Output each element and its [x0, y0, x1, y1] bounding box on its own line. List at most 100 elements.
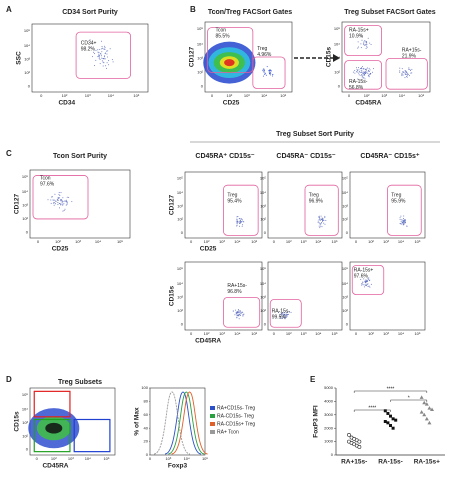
event [368, 74, 370, 76]
significance-label: **** [387, 386, 395, 392]
event [319, 217, 321, 219]
event [368, 285, 370, 287]
x-tick-label: 10⁴ [261, 93, 267, 98]
x-axis-label: Foxp3 [168, 463, 188, 470]
event [321, 222, 323, 224]
x-tick-label: 10⁴ [399, 93, 405, 98]
event [63, 201, 65, 203]
event [323, 222, 325, 224]
gate [33, 418, 71, 453]
event [89, 39, 91, 41]
event [97, 51, 99, 53]
event [405, 73, 407, 75]
significance-bracket [353, 390, 428, 393]
event [402, 219, 404, 221]
event [365, 68, 367, 70]
panel-title: Treg Subset Sort Purity [276, 131, 354, 138]
event [107, 50, 109, 52]
event [401, 68, 403, 70]
event [98, 52, 100, 54]
gate [207, 27, 254, 73]
gate-name: Treg [391, 192, 401, 198]
point [391, 426, 395, 430]
event [361, 284, 363, 286]
event [368, 67, 370, 69]
event [53, 199, 55, 201]
event [363, 74, 365, 76]
event [241, 311, 243, 313]
event [399, 217, 401, 219]
gate-percent: 95.9% [391, 198, 406, 204]
event [283, 316, 285, 318]
x-tick-label: 10³ [301, 239, 307, 244]
event [364, 39, 366, 41]
x-tick-label: 0 [190, 239, 193, 244]
y-tick-label: 10² [22, 216, 28, 221]
event [354, 70, 356, 72]
event [239, 222, 241, 224]
event [282, 314, 284, 316]
plot-frame [31, 23, 149, 93]
event [365, 279, 367, 281]
x-tick-label: 10⁵ [133, 93, 139, 98]
y-tick-label: 0 [181, 322, 184, 327]
event [290, 311, 292, 313]
x-tick-label: 0 [273, 239, 276, 244]
x-tick-label: 0 [355, 331, 358, 336]
event [104, 48, 106, 50]
significance-bracket [390, 399, 428, 402]
event [57, 198, 59, 200]
x-tick-label: 10³ [68, 456, 74, 461]
event [53, 204, 55, 206]
point [347, 432, 351, 437]
event [240, 314, 242, 316]
event [404, 70, 406, 72]
event [101, 45, 103, 47]
event [361, 70, 363, 72]
x-tick-label: 10⁵ [414, 239, 420, 244]
point [386, 421, 390, 425]
event [101, 60, 103, 62]
gate-percent: 97.6% [40, 181, 55, 187]
event [360, 279, 362, 281]
event [363, 44, 365, 46]
event [262, 70, 264, 72]
event [403, 215, 405, 217]
event [238, 225, 240, 227]
event [367, 285, 369, 287]
event [239, 217, 241, 219]
point [389, 414, 392, 418]
event [409, 70, 411, 72]
event [270, 74, 272, 76]
y-tick-label: 4000 [324, 398, 334, 403]
event [99, 49, 101, 51]
event [319, 218, 321, 220]
y-tick-label: 0 [26, 447, 29, 452]
event [58, 193, 60, 195]
x-tick-label: 10³ [383, 331, 389, 336]
event [263, 69, 265, 71]
event [102, 65, 104, 67]
event [322, 219, 324, 221]
y-tick-label: 0 [146, 452, 149, 457]
event [100, 53, 102, 55]
event [406, 72, 408, 74]
event [399, 71, 401, 73]
event [99, 59, 101, 61]
y-tick-label: 0 [338, 83, 341, 88]
event [236, 314, 238, 316]
point [357, 445, 362, 449]
event [57, 199, 59, 201]
event [368, 76, 370, 78]
event [369, 69, 371, 71]
x-tick-label: 10⁴ [398, 239, 404, 244]
y-tick-label: 0 [331, 452, 334, 457]
gate [75, 31, 132, 79]
event [366, 67, 368, 69]
event [406, 74, 408, 76]
x-tick-label: 10³ [219, 331, 225, 336]
event [236, 216, 238, 218]
event [400, 223, 402, 225]
x-tick-label: 10³ [381, 93, 387, 98]
x-tick-label: 10⁵ [103, 456, 109, 461]
